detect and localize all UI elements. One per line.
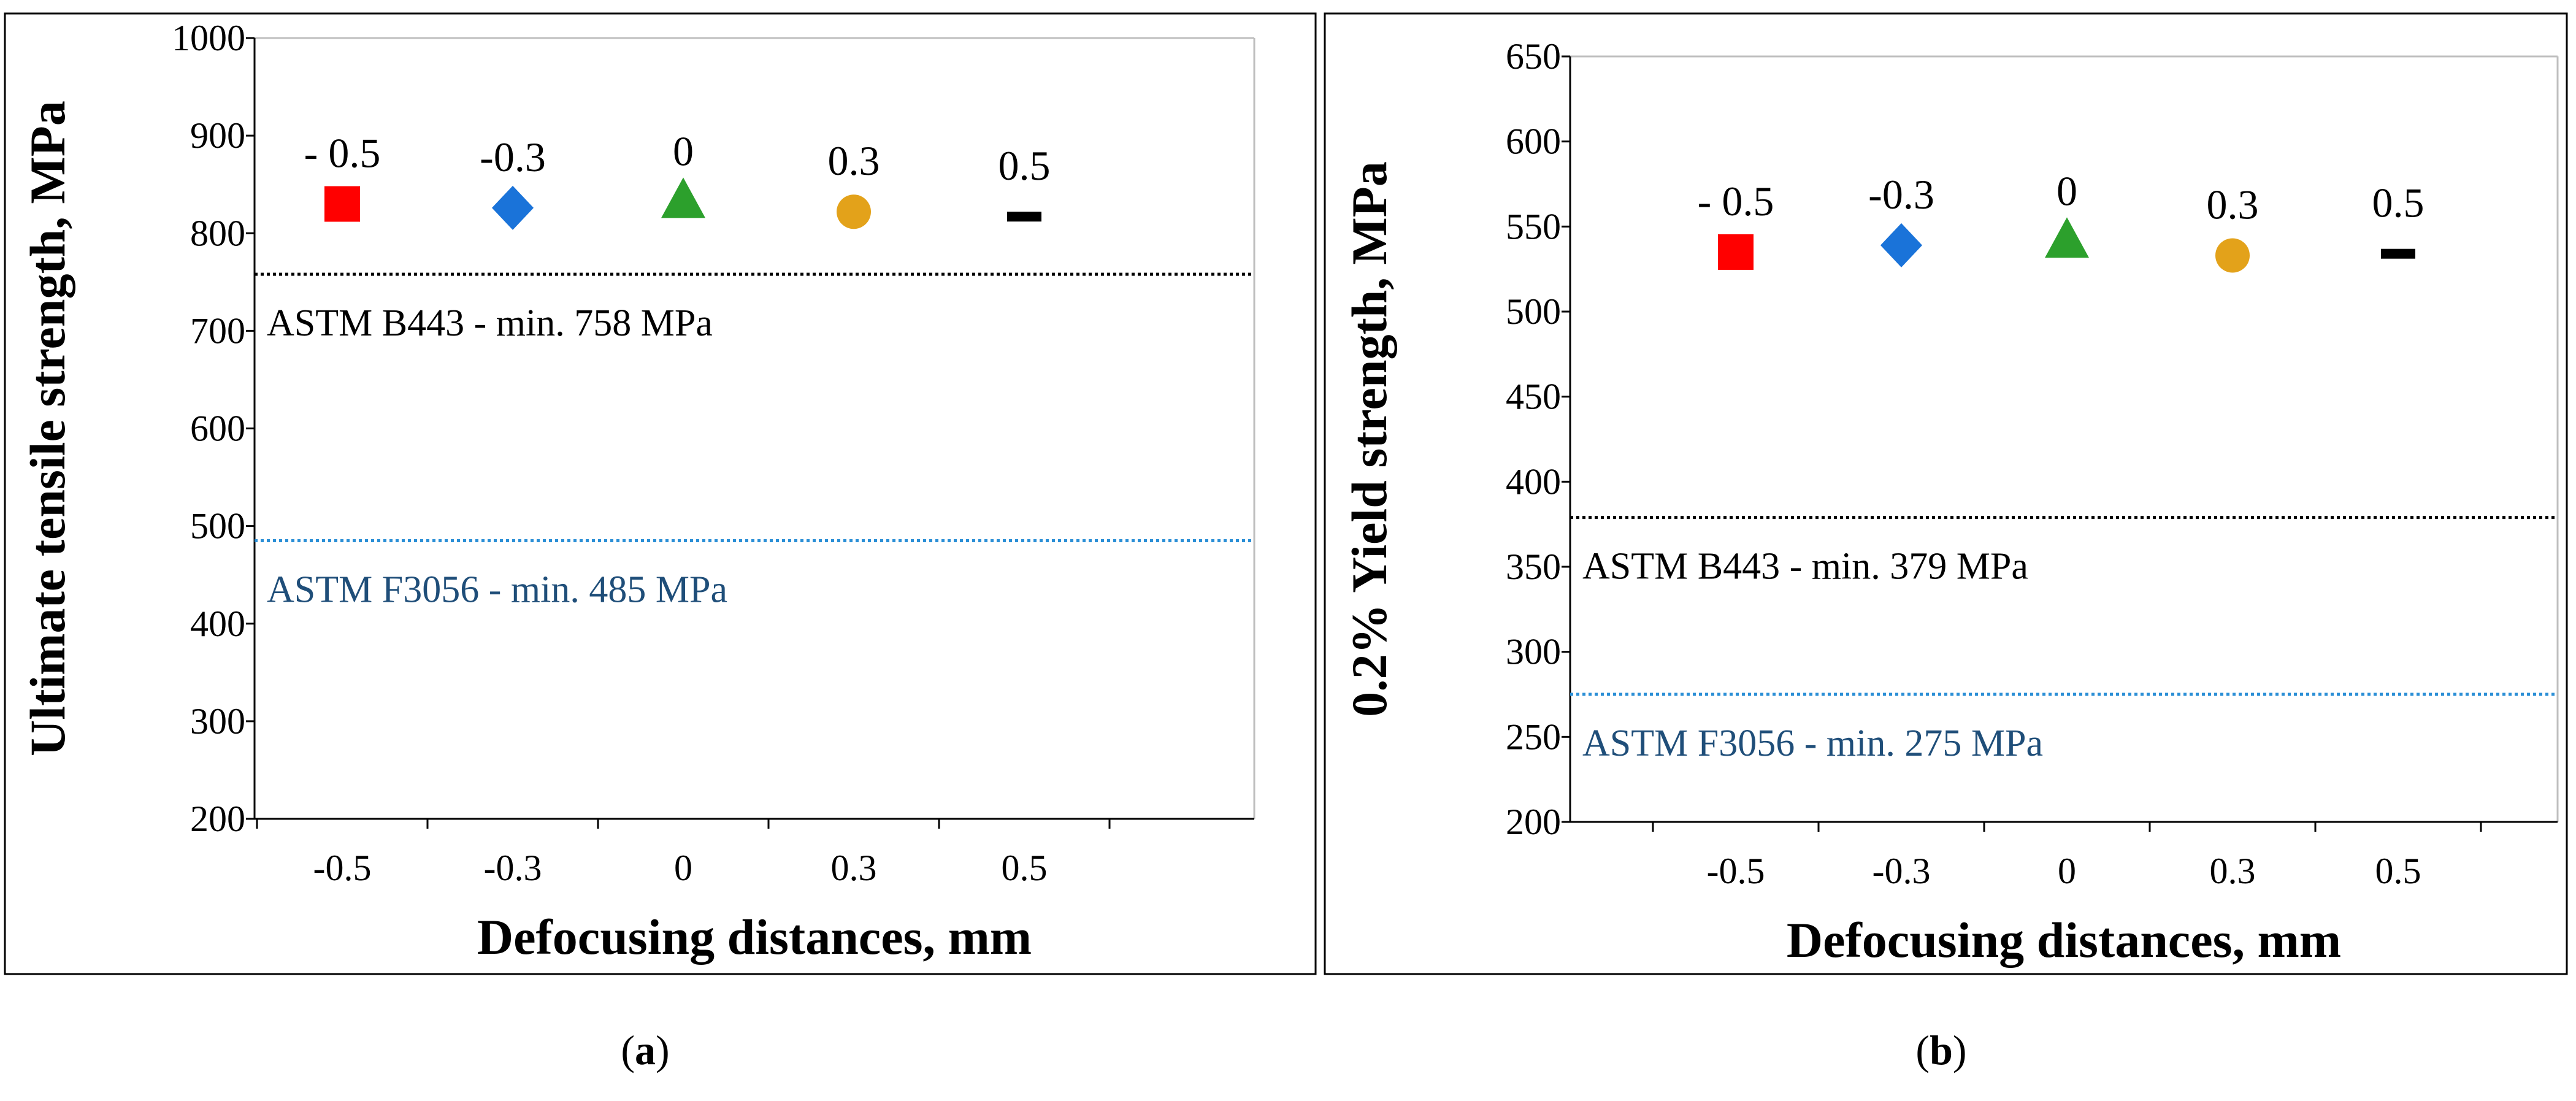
x-tick-label: -0.5: [313, 848, 372, 888]
y-tick-label: 900: [190, 115, 245, 156]
y-axis-title: Ultimate tensile strength, MPa: [20, 101, 75, 756]
data-point-label: -0.3: [480, 134, 546, 180]
x-tick-label: -0.3: [1873, 851, 1931, 891]
data-point-square: [324, 186, 360, 222]
y-tick-label: 350: [1506, 547, 1561, 587]
data-point-label: - 0.5: [304, 130, 381, 177]
panel-caption-letter: a: [635, 1027, 656, 1073]
y-tick-label: 450: [1506, 377, 1561, 417]
y-tick-label: 500: [1506, 291, 1561, 332]
data-point-dash: [2381, 248, 2415, 259]
panel-frame: [1324, 12, 2568, 975]
reference-line-label: ASTM B443 - min. 758 MPa: [267, 302, 713, 344]
y-tick-label: 400: [1506, 461, 1561, 502]
x-tick-label: 0: [2058, 851, 2076, 891]
data-point-triangle: [661, 177, 705, 218]
y-tick-label: 300: [190, 701, 245, 742]
y-tick-label: 400: [190, 604, 245, 644]
data-point-label: 0: [673, 128, 694, 174]
x-tick-label: 0: [674, 848, 692, 888]
data-point-label: - 0.5: [1698, 178, 1774, 224]
y-axis-title: 0.2% Yield strength, MPa: [1341, 161, 1397, 717]
x-axis-title: Defocusing distances, mm: [1787, 912, 2341, 968]
data-point-diamond: [1880, 223, 1922, 267]
data-point-label: 0.3: [828, 137, 880, 184]
panel-b-chart: 200 250 300 350 400 450 500 550 600 650 -0.5 -0.3 0 0…: [1324, 12, 2568, 1073]
y-tick-label: 250: [1506, 716, 1561, 757]
x-tick-label: -0.5: [1707, 851, 1765, 891]
panel-a-chart: 200 300 400 500 600 700 800 900 1000 -0.5 -0.3 0 0.3…: [4, 12, 1317, 1073]
data-point-label: 0.5: [999, 142, 1051, 189]
data-point-label: 0: [2057, 167, 2077, 214]
data-point-diamond: [492, 185, 534, 230]
data-point-label: 0.3: [2207, 181, 2259, 228]
data-point-circle: [2215, 238, 2250, 273]
panel-caption-letter: b: [1930, 1027, 1953, 1073]
panel-caption: (b): [1915, 1027, 1966, 1073]
reference-line-label: ASTM F3056 - min. 485 MPa: [267, 569, 727, 610]
x-tick-label: 0.3: [831, 848, 877, 888]
reference-line-label: ASTM B443 - min. 379 MPa: [1582, 546, 2028, 588]
data-point-square: [1718, 234, 1754, 270]
y-tick-label: 800: [190, 213, 245, 253]
x-tick-label: 0.5: [1002, 848, 1048, 888]
x-axis-title: Defocusing distances, mm: [477, 909, 1032, 965]
y-tick-label: 200: [1506, 802, 1561, 842]
x-tick-label: 0.5: [2375, 851, 2421, 891]
y-tick-label: 300: [1506, 632, 1561, 672]
data-point-label: 0.5: [2372, 180, 2425, 226]
y-tick-label: 1000: [172, 18, 245, 58]
y-tick-label: 200: [190, 799, 245, 839]
y-tick-label: 650: [1506, 36, 1561, 77]
y-tick-label: 700: [190, 310, 245, 351]
reference-line-label: ASTM F3056 - min. 275 MPa: [1582, 723, 2043, 764]
panel-caption: (a): [621, 1027, 669, 1073]
data-point-circle: [837, 194, 871, 229]
y-tick-label: 600: [1506, 121, 1561, 162]
data-point-label: -0.3: [1868, 171, 1934, 218]
y-tick-label: 550: [1506, 206, 1561, 247]
x-tick-label: 0.3: [2210, 851, 2256, 891]
x-tick-label: -0.3: [484, 848, 542, 888]
data-point-dash: [1007, 212, 1041, 222]
y-tick-label: 600: [190, 409, 245, 449]
panel-frame: [4, 12, 1317, 975]
y-tick-label: 500: [190, 506, 245, 547]
data-point-triangle: [2045, 217, 2089, 258]
